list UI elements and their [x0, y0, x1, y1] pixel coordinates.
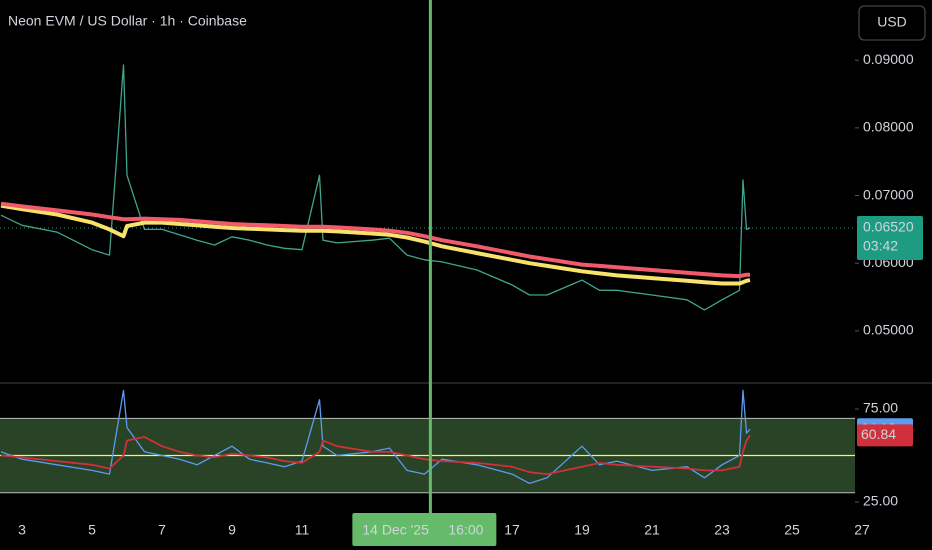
y-tick-label: 0.05000: [863, 322, 914, 338]
last-price-label: 0.06520: [863, 219, 914, 235]
countdown-label: 03:42: [863, 238, 898, 254]
y-tick-label: 0.07000: [863, 186, 914, 202]
series-line: [0, 203, 751, 286]
x-tick-label: 3: [18, 522, 26, 538]
last-price-box: [857, 216, 923, 261]
last-value-label: 60.84: [861, 426, 896, 442]
x-tick-label: 5: [88, 522, 96, 538]
x-tick-label: 25: [784, 522, 800, 538]
currency-label[interactable]: USD: [877, 14, 907, 30]
crosshair-time: 16:00: [448, 522, 483, 538]
x-tick-label: 17: [504, 522, 520, 538]
y-tick-label: 25.00: [863, 493, 898, 509]
x-tick-label: 21: [644, 522, 660, 538]
y-tick-label: 0.08000: [863, 119, 914, 135]
series-line: [0, 434, 751, 475]
x-tick-label: 9: [228, 522, 236, 538]
price-panel: 0.050000.060000.070000.080000.090000.065…: [0, 51, 923, 338]
x-tick-label: 7: [158, 522, 166, 538]
series-line: [0, 201, 750, 279]
x-tick-label: 27: [854, 522, 870, 538]
y-tick-label: 0.09000: [863, 51, 914, 67]
y-tick-label: 75.00: [863, 400, 898, 416]
overlay: 14 Dec '25 16:00: [352, 0, 497, 546]
x-tick-label: 11: [295, 522, 310, 538]
x-tick-label: 23: [714, 522, 730, 538]
chart-title: Neon EVM / US Dollar · 1h · Coinbase: [8, 13, 247, 29]
crosshair-date: 14 Dec '25: [362, 522, 429, 538]
crosshair-label-box: [352, 513, 497, 546]
last-value-box: [857, 424, 913, 447]
series-line: [0, 64, 751, 311]
series-line: [0, 389, 751, 485]
currency-button[interactable]: [858, 5, 926, 41]
x-tick-label: 19: [574, 522, 590, 538]
